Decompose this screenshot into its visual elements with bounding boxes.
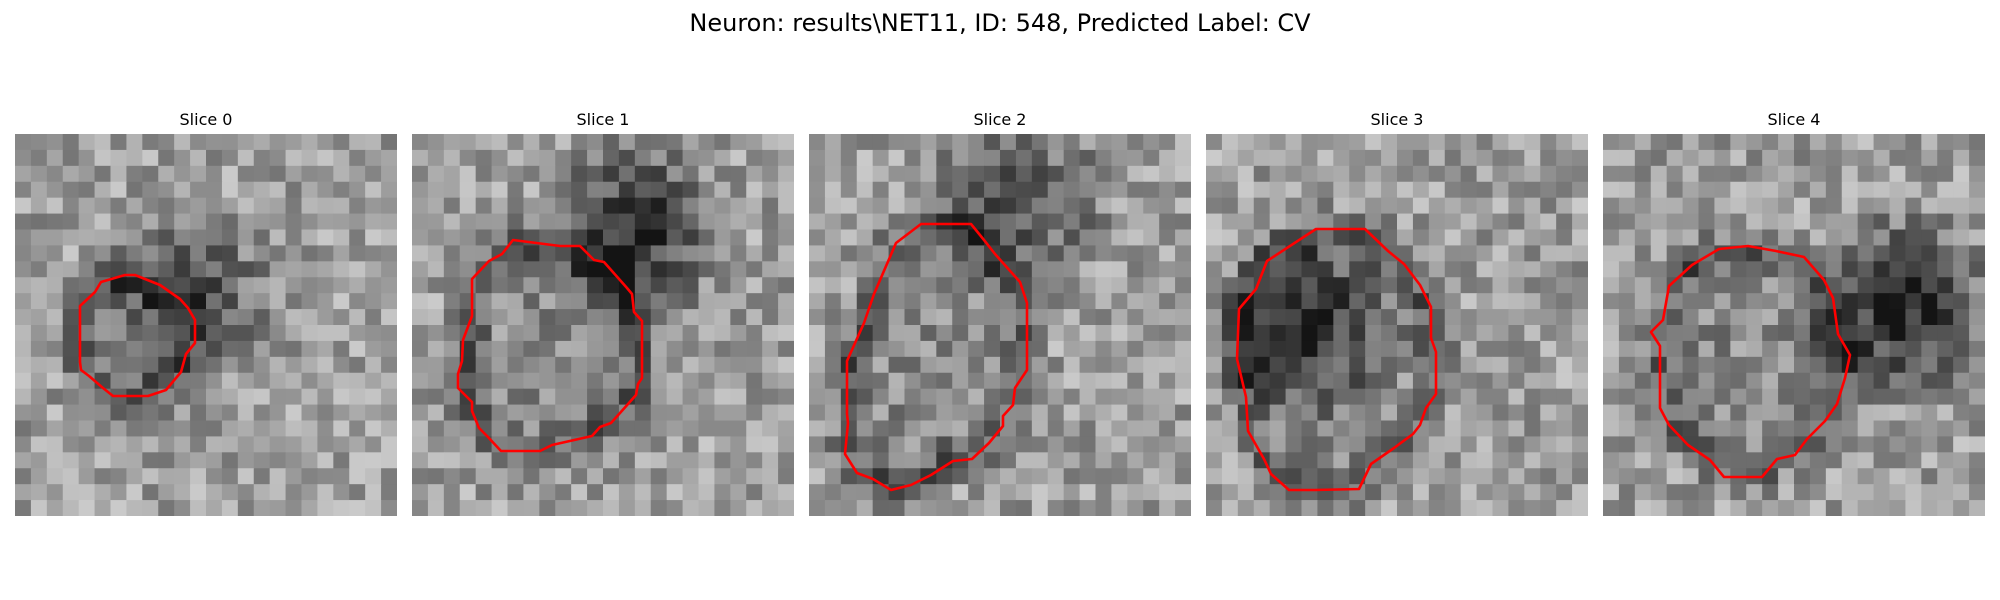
slice-image-3 — [1206, 134, 1588, 516]
slice-1-plot — [412, 134, 794, 516]
pixel-grid — [809, 134, 1191, 516]
neuron-contour — [843, 222, 1029, 492]
panel-title-slice-1: Slice 1 — [576, 110, 630, 129]
panel-title-slice-4: Slice 4 — [1767, 110, 1821, 129]
neuron-contour — [456, 238, 644, 453]
pixel-grid — [412, 134, 794, 516]
neuron-contour — [1649, 244, 1852, 479]
panel-title-slice-2: Slice 2 — [973, 110, 1027, 129]
neuron-contour — [1235, 227, 1438, 492]
panel-title-slice-0: Slice 0 — [179, 110, 233, 129]
slice-image-0 — [15, 134, 397, 516]
panel-title-slice-3: Slice 3 — [1370, 110, 1424, 129]
slice-image-4 — [1603, 134, 1985, 516]
slice-image-1 — [412, 134, 794, 516]
figure-title: Neuron: results\NET11, ID: 548, Predicte… — [689, 9, 1311, 37]
pixel-grid — [15, 134, 397, 516]
pixel-grid — [1603, 134, 1985, 516]
slice-2-plot — [809, 134, 1191, 516]
slice-3-plot — [1206, 134, 1588, 516]
slice-image-2 — [809, 134, 1191, 516]
slice-4-plot — [1603, 134, 1985, 516]
neuron-contour — [78, 273, 197, 398]
slice-0-plot — [15, 134, 397, 516]
